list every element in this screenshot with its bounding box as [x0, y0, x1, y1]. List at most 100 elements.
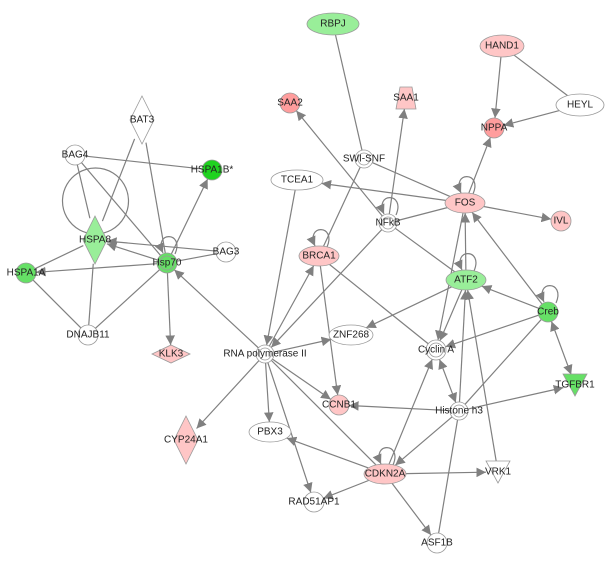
edge-Creb-HistoneH3 — [464, 319, 542, 405]
node-atf2[interactable]: ATF2 — [445, 269, 487, 291]
node-label: HSPA8 — [79, 235, 111, 246]
node-ivl[interactable]: IVL — [550, 210, 572, 232]
node-nfkb[interactable]: NFkB — [376, 213, 401, 233]
node-hspa8[interactable]: HSPA8 — [79, 215, 111, 265]
node-label: ZNF268 — [333, 330, 370, 341]
node-vrk1[interactable]: VRK1 — [485, 460, 512, 484]
node-tcea1[interactable]: TCEA1 — [270, 169, 324, 191]
node-label: Cyclin A — [418, 345, 454, 356]
edge-BRCA1-CCNB1 — [319, 265, 342, 396]
node-dnajb11[interactable]: DNAJB11 — [66, 324, 110, 346]
node-asf1b[interactable]: ASF1B — [421, 532, 453, 554]
node-label: BAG4 — [62, 150, 89, 161]
inner-ring — [159, 255, 175, 271]
node-saa1[interactable]: SAA1 — [393, 86, 419, 110]
edge-HSPA8-HSPA1A — [34, 245, 84, 270]
ellipse-shape — [479, 34, 525, 58]
node-nppa[interactable]: NPPA — [481, 117, 508, 139]
node-hspa1b[interactable]: HSPA1B* — [191, 159, 234, 181]
node-brca1[interactable]: BRCA1 — [298, 245, 340, 267]
node-pbx3[interactable]: PBX3 — [248, 421, 292, 443]
node-label: SWI-SNF — [343, 154, 385, 165]
node-tgfbr1[interactable]: TGFBR1 — [555, 373, 595, 397]
node-label: VRK1 — [485, 467, 512, 478]
node-label: BAG3 — [213, 247, 240, 258]
node-znf268[interactable]: ZNF268 — [328, 324, 374, 346]
edge-Hsp70-KLK3 — [165, 272, 175, 346]
node-bat3[interactable]: BAT3 — [129, 95, 155, 145]
node-histoneh3[interactable]: Histone h3 — [435, 401, 483, 421]
edge-NFkB-RNAPII — [270, 229, 383, 348]
node-heyl[interactable]: HEYL — [555, 93, 605, 117]
edge-HAND1-HEYL — [513, 54, 568, 97]
circle-shape — [483, 117, 505, 139]
edge-RNAPII-CCNB1 — [272, 358, 332, 400]
node-rad51ap1[interactable]: RAD51AP1 — [288, 491, 340, 513]
node-cdkn2a[interactable]: CDKN2A — [363, 463, 407, 485]
edge-Hsp70-HSPA1B — [170, 178, 209, 255]
edge-VRK1-ATF2 — [464, 289, 497, 462]
node-rnapii[interactable]: RNA polymerase II — [223, 344, 307, 364]
nodes-layer: RBPJ HAND1 SAA2 SAA1 HEYL NPPA BAT3 SWI-SNF BAG4… — [7, 12, 605, 554]
edge-CDKN2A-VRK1 — [405, 467, 487, 478]
edge-Creb-FOS — [471, 211, 543, 305]
node-label: Histone h3 — [435, 406, 483, 417]
node-label: RAD51AP1 — [288, 497, 340, 508]
node-label: RNA polymerase II — [223, 349, 306, 360]
node-label: DNAJB11 — [66, 330, 110, 341]
node-label: ATF2 — [454, 275, 478, 286]
node-label: SAA1 — [393, 93, 419, 104]
node-creb[interactable]: Creb — [537, 301, 559, 323]
node-ccnb1[interactable]: CCNB1 — [322, 394, 356, 416]
node-label: Hsp70 — [153, 258, 182, 269]
node-hsp70[interactable]: Hsp70 — [153, 252, 182, 274]
node-label: IVL — [553, 216, 568, 227]
node-hand1[interactable]: HAND1 — [479, 34, 525, 58]
circle-shape — [215, 241, 237, 263]
edge-HistoneH3-ATF2 — [458, 289, 470, 403]
circle-shape — [15, 262, 37, 284]
circle-shape — [426, 532, 448, 554]
node-fos[interactable]: FOS — [444, 192, 486, 214]
node-bag3[interactable]: BAG3 — [213, 241, 240, 263]
edge-HSPA8-DNAJB11 — [88, 263, 94, 326]
diamond-tall-shape — [82, 215, 108, 265]
edge-HistoneH3-ASF1B — [438, 419, 459, 534]
triangle-down-shape — [562, 373, 588, 397]
edge-RNAPII-CYP24A1 — [196, 360, 260, 429]
node-hspa1a[interactable]: HSPA1A — [7, 262, 46, 284]
edge-TCEA1-RNAPII — [263, 189, 296, 346]
node-label: SAA2 — [277, 98, 303, 109]
edge-Creb-ATF2 — [481, 285, 539, 309]
node-bag4[interactable]: BAG4 — [62, 144, 89, 166]
node-label: RBPJ — [320, 19, 346, 30]
node-rbpj[interactable]: RBPJ — [306, 12, 360, 36]
self-loop-edge — [453, 253, 477, 272]
edge-HSPA1A-DNAJB11 — [32, 279, 82, 329]
circle-shape — [303, 491, 325, 513]
edge-BAG4-HSPA1B — [84, 155, 203, 170]
node-label: BRCA1 — [302, 251, 336, 262]
self-loop-edge — [61, 167, 130, 235]
node-klk3[interactable]: KLK3 — [151, 344, 191, 364]
node-label: CCNB1 — [322, 400, 356, 411]
edges-layer — [32, 34, 573, 536]
node-cyp24a1[interactable]: CYP24A1 — [164, 415, 208, 465]
ellipse-shape — [306, 12, 360, 36]
edge-CyclinA-HistoneH3 — [438, 359, 457, 403]
node-cyclina[interactable]: Cyclin A — [418, 339, 454, 361]
node-label: NPPA — [481, 123, 508, 134]
edge-RNAPII-BRCA1 — [268, 265, 315, 347]
ellipse-shape — [248, 421, 292, 443]
edge-BAG4-HSPA8 — [76, 164, 91, 219]
node-label: Creb — [537, 307, 559, 318]
node-saa2[interactable]: SAA2 — [277, 92, 303, 114]
edge-RNAPII-ZNF268 — [273, 336, 332, 353]
node-swisnf[interactable]: SWI-SNF — [343, 149, 385, 169]
edge-HistoneH3-TGFBR1 — [467, 385, 564, 410]
edge-NFkB-SAA2 — [295, 110, 383, 217]
edge-CDKN2A-RAD51AP1 — [323, 479, 370, 500]
ellipse-shape — [270, 169, 324, 191]
edge-BRCA1-CyclinA — [329, 264, 429, 345]
edge-RNAPII-PBX3 — [263, 362, 274, 423]
